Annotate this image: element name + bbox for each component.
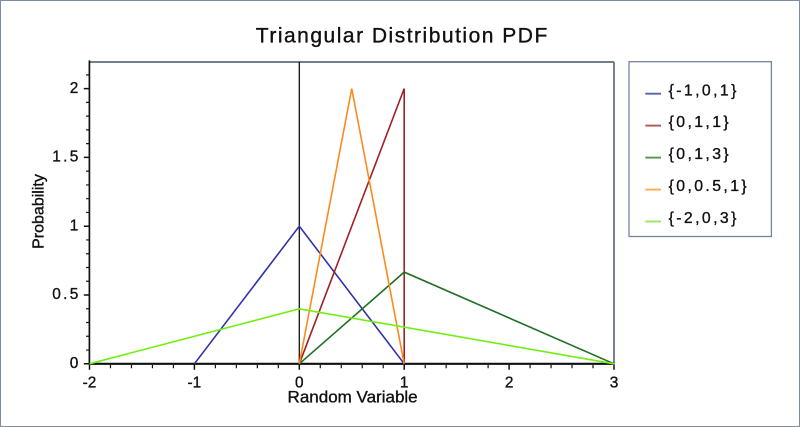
svg-text:Triangular Distribution PDF: Triangular Distribution PDF <box>256 25 549 48</box>
svg-text:{0,0.5,1}: {0,0.5,1} <box>669 178 749 195</box>
svg-text:0: 0 <box>295 374 304 391</box>
svg-text:{-2,0,3}: {-2,0,3} <box>669 210 739 227</box>
svg-text:Random Variable: Random Variable <box>288 387 418 406</box>
svg-text:{-1,0,1}: {-1,0,1} <box>669 82 739 99</box>
svg-text:0.5: 0.5 <box>52 286 80 303</box>
svg-text:{0,1,3}: {0,1,3} <box>669 146 732 163</box>
svg-text:2: 2 <box>505 374 514 391</box>
svg-text:1: 1 <box>400 374 409 391</box>
svg-text:1.5: 1.5 <box>52 149 80 166</box>
svg-text:1: 1 <box>70 217 79 234</box>
svg-text:0: 0 <box>70 355 79 372</box>
svg-text:{0,1,1}: {0,1,1} <box>669 114 732 131</box>
svg-text:-2: -2 <box>83 374 97 391</box>
svg-text:3: 3 <box>610 374 619 391</box>
svg-text:-1: -1 <box>188 374 202 391</box>
svg-text:Probability: Probability <box>31 174 48 249</box>
svg-text:2: 2 <box>70 80 79 97</box>
